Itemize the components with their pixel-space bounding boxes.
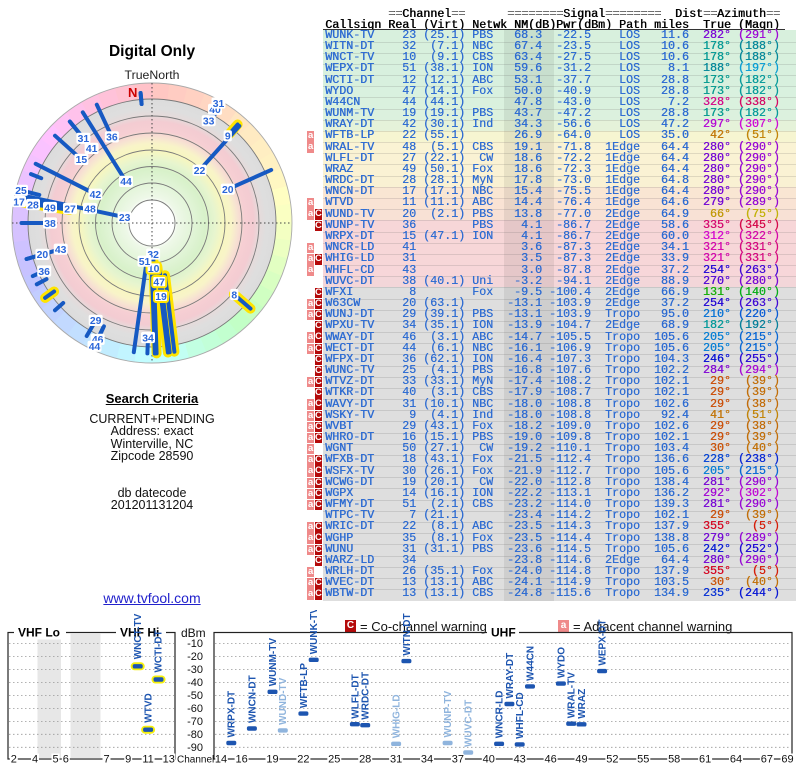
svg-text:14: 14 <box>215 754 227 766</box>
svg-text:47: 47 <box>153 277 165 288</box>
svg-text:29: 29 <box>90 316 102 327</box>
svg-text:WTVD: WTVD <box>143 693 154 722</box>
svg-text:11: 11 <box>142 754 153 766</box>
svg-text:17: 17 <box>13 197 25 208</box>
svg-text:dBm: dBm <box>181 626 206 640</box>
svg-text:25: 25 <box>328 754 340 766</box>
svg-text:-40: -40 <box>187 677 203 689</box>
svg-text:42: 42 <box>90 190 102 201</box>
svg-text:44: 44 <box>89 342 101 353</box>
svg-text:16: 16 <box>235 754 247 766</box>
svg-text:49: 49 <box>44 203 56 214</box>
svg-text:WLFL-DT: WLFL-DT <box>350 674 361 718</box>
svg-text:7: 7 <box>103 754 109 766</box>
svg-text:WUND-TV: WUND-TV <box>278 677 289 725</box>
svg-text:WHFL-CD: WHFL-CD <box>515 692 526 739</box>
svg-text:31: 31 <box>390 754 402 766</box>
svg-text:WNCT-TV: WNCT-TV <box>133 613 144 659</box>
svg-text:48: 48 <box>84 204 96 215</box>
svg-text:WCTI-DT: WCTI-DT <box>154 630 165 672</box>
svg-text:WNCN-DT: WNCN-DT <box>247 675 258 723</box>
svg-text:46: 46 <box>544 754 556 766</box>
svg-text:61: 61 <box>699 754 711 766</box>
svg-text:28: 28 <box>359 754 371 766</box>
svg-text:51: 51 <box>139 257 151 268</box>
svg-text:-50: -50 <box>187 690 203 702</box>
svg-text:Channel: Channel <box>177 755 214 766</box>
svg-text:6: 6 <box>63 754 69 766</box>
svg-text:52: 52 <box>606 754 618 766</box>
svg-text:49: 49 <box>575 754 587 766</box>
svg-text:9: 9 <box>125 754 131 766</box>
svg-text:27: 27 <box>64 204 76 215</box>
svg-text:WRAL-TV: WRAL-TV <box>567 672 578 718</box>
svg-text:VHF Lo: VHF Lo <box>18 626 60 640</box>
svg-text:43: 43 <box>55 245 67 256</box>
svg-text:32: 32 <box>147 250 159 261</box>
svg-text:4: 4 <box>32 754 38 766</box>
svg-text:-90: -90 <box>187 742 203 754</box>
svg-text:36: 36 <box>38 267 50 278</box>
svg-text:2: 2 <box>11 754 17 766</box>
svg-text:WHIG-LD: WHIG-LD <box>392 694 403 738</box>
svg-text:5: 5 <box>52 754 58 766</box>
svg-text:UHF: UHF <box>491 626 516 640</box>
svg-text:43: 43 <box>514 754 526 766</box>
svg-text:-60: -60 <box>187 703 203 715</box>
svg-text:69: 69 <box>781 754 793 766</box>
svg-text:WEPX-DT: WEPX-DT <box>598 619 609 665</box>
svg-text:WUNM-TV: WUNM-TV <box>268 638 279 687</box>
svg-text:36: 36 <box>106 133 118 144</box>
svg-text:19: 19 <box>155 292 167 303</box>
svg-text:-80: -80 <box>187 729 203 741</box>
svg-text:WRAY-DT: WRAY-DT <box>505 653 516 699</box>
svg-text:20: 20 <box>222 185 234 196</box>
svg-text:58: 58 <box>668 754 680 766</box>
svg-text:9: 9 <box>225 132 231 143</box>
svg-text:10: 10 <box>148 264 160 275</box>
svg-text:-30: -30 <box>187 664 203 676</box>
svg-text:33: 33 <box>203 117 215 128</box>
svg-text:44: 44 <box>120 177 132 188</box>
svg-text:WITN-DT: WITN-DT <box>402 613 413 655</box>
svg-text:40: 40 <box>483 754 495 766</box>
svg-text:67: 67 <box>761 754 773 766</box>
svg-text:23: 23 <box>119 213 131 224</box>
svg-text:8: 8 <box>231 290 237 301</box>
svg-text:WNCR-LD: WNCR-LD <box>495 691 506 739</box>
svg-text:34: 34 <box>421 754 433 766</box>
svg-text:-70: -70 <box>187 716 203 728</box>
svg-text:WYDO: WYDO <box>556 647 567 678</box>
svg-text:19: 19 <box>266 754 278 766</box>
svg-text:64: 64 <box>730 754 742 766</box>
svg-text:31: 31 <box>78 134 90 145</box>
svg-text:WUVC-DT: WUVC-DT <box>464 700 475 747</box>
svg-text:VHF Hi: VHF Hi <box>120 626 159 640</box>
svg-text:WUNK-TV: WUNK-TV <box>309 610 320 654</box>
svg-text:WRAZ: WRAZ <box>577 689 588 719</box>
svg-text:34: 34 <box>142 333 154 344</box>
svg-text:WRDC-DT: WRDC-DT <box>361 672 372 720</box>
svg-text:25: 25 <box>15 186 27 197</box>
svg-text:28: 28 <box>27 200 39 211</box>
svg-text:37: 37 <box>452 754 464 766</box>
svg-text:55: 55 <box>637 754 649 766</box>
svg-text:WUNP-TV: WUNP-TV <box>443 691 454 738</box>
svg-text:38: 38 <box>44 219 56 230</box>
svg-text:WRPX-DT: WRPX-DT <box>227 691 238 738</box>
svg-text:15: 15 <box>76 155 88 166</box>
svg-text:W44CN: W44CN <box>525 646 536 681</box>
svg-text:20: 20 <box>37 250 49 261</box>
svg-text:13: 13 <box>163 754 175 766</box>
svg-text:22: 22 <box>194 166 206 177</box>
svg-text:40: 40 <box>209 105 221 116</box>
svg-text:22: 22 <box>297 754 309 766</box>
svg-text:-10: -10 <box>187 638 203 650</box>
svg-text:WFTB-LP: WFTB-LP <box>299 663 310 708</box>
svg-text:-20: -20 <box>187 651 203 663</box>
svg-text:31: 31 <box>213 99 225 110</box>
svg-text:41: 41 <box>86 144 98 155</box>
